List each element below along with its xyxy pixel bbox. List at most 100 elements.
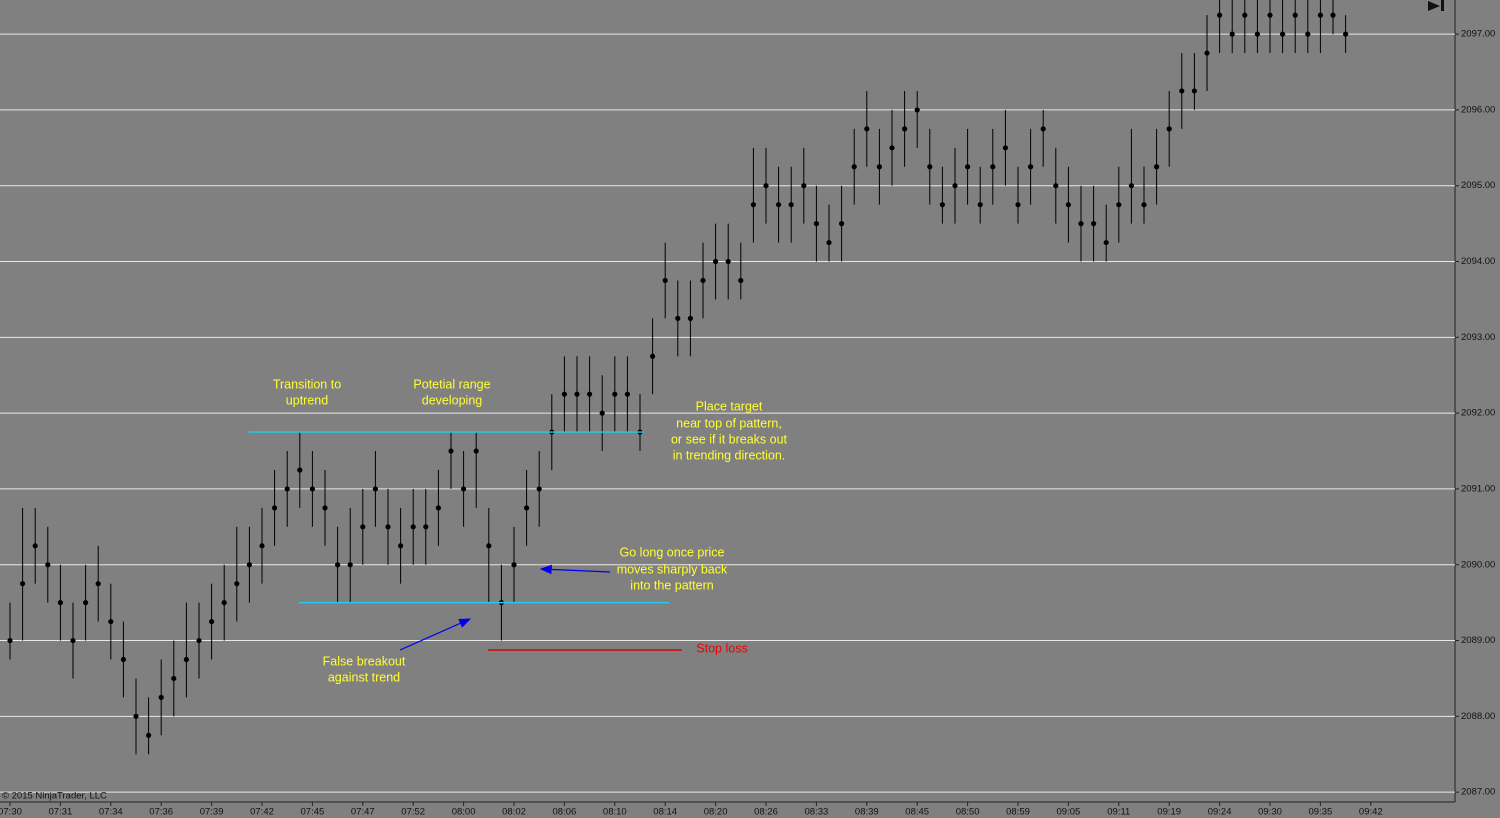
close-dot — [1204, 50, 1210, 56]
close-dot — [763, 183, 769, 189]
close-dot — [1128, 183, 1134, 189]
annotation-text: in trending direction. — [673, 448, 786, 462]
close-dot — [788, 202, 794, 208]
close-dot — [1116, 202, 1122, 208]
close-dot — [108, 618, 114, 625]
close-dot — [435, 505, 441, 511]
close-dot — [965, 164, 971, 170]
x-tick-label: 07:36 — [149, 807, 173, 818]
close-dot — [977, 202, 983, 208]
close-dot — [536, 486, 542, 492]
close-dot — [561, 391, 568, 397]
close-dot — [1317, 12, 1323, 18]
annotation-text: Stop loss — [696, 641, 747, 655]
close-dot — [1305, 31, 1311, 37]
close-dot — [183, 656, 189, 663]
x-tick-label: 07:34 — [99, 807, 123, 818]
x-tick-label: 09:19 — [1157, 807, 1181, 818]
close-dot — [83, 600, 89, 606]
close-dot — [1280, 31, 1286, 37]
play-icon[interactable] — [1428, 0, 1444, 11]
x-tick-label: 08:06 — [553, 807, 577, 818]
close-dot — [284, 486, 290, 492]
close-dot — [1015, 202, 1021, 208]
close-dot — [1091, 221, 1097, 227]
y-tick-label: 2095.00 — [1461, 180, 1495, 191]
close-dot — [95, 581, 101, 587]
close-dot — [196, 637, 202, 644]
x-tick-label: 08:59 — [1006, 807, 1030, 818]
x-tick-label: 08:10 — [603, 807, 627, 818]
close-dot — [587, 391, 593, 397]
annotation-text: moves sharply back — [617, 562, 728, 576]
x-tick-label: 07:31 — [49, 807, 73, 818]
close-dot — [410, 524, 416, 530]
close-dot — [423, 524, 429, 530]
close-dot — [889, 145, 895, 151]
close-dot — [813, 221, 820, 227]
close-dot — [171, 675, 177, 682]
close-dot — [158, 694, 164, 700]
close-dot — [1103, 239, 1109, 246]
close-dot — [120, 656, 126, 663]
close-dot — [234, 581, 240, 587]
close-dot — [461, 486, 467, 492]
close-dot — [1179, 88, 1185, 94]
close-dot — [738, 277, 744, 284]
close-dot — [1292, 12, 1298, 18]
x-tick-label: 08:33 — [805, 807, 829, 818]
close-dot — [1002, 145, 1009, 151]
x-tick-label: 07:30 — [0, 807, 22, 818]
close-dot — [851, 164, 857, 170]
arrow — [539, 564, 611, 575]
close-dot — [675, 315, 681, 321]
y-tick-label: 2096.00 — [1461, 104, 1495, 115]
close-dot — [1040, 126, 1046, 132]
x-tick-label: 07:45 — [301, 807, 325, 818]
close-dot — [133, 713, 139, 719]
annotation: Potetial range developing — [413, 377, 490, 407]
annotation-text: Go long once price — [620, 545, 725, 559]
close-dot — [1242, 12, 1248, 18]
x-tick-label: 09:30 — [1258, 807, 1282, 818]
close-dot — [864, 126, 870, 132]
annotation-text: or see if it breaks out — [671, 432, 788, 446]
close-dot — [1330, 12, 1336, 18]
close-dot — [927, 164, 933, 170]
close-dot — [7, 637, 13, 644]
close-dot — [1078, 221, 1084, 227]
y-tick-label: 2097.00 — [1461, 29, 1495, 40]
close-dot — [1065, 202, 1071, 208]
close-dot — [1343, 31, 1349, 37]
close-dot — [750, 202, 757, 208]
close-dot — [574, 391, 580, 397]
plot-area — [0, 0, 1455, 802]
close-dot — [826, 239, 832, 246]
close-dot — [20, 581, 26, 587]
close-dot — [221, 600, 227, 606]
close-dot — [1028, 164, 1034, 170]
close-dot — [297, 467, 303, 473]
x-tick-label: 08:00 — [452, 807, 476, 818]
x-tick-label: 09:42 — [1359, 807, 1383, 818]
x-tick-label: 07:52 — [401, 807, 425, 818]
close-dot — [650, 353, 656, 359]
close-dot — [612, 391, 618, 397]
x-tick-label: 07:39 — [200, 807, 224, 818]
close-dot — [713, 258, 719, 265]
close-dot — [1141, 202, 1147, 208]
close-dot — [952, 183, 958, 189]
close-dot — [801, 183, 807, 189]
close-dot — [360, 524, 366, 530]
y-tick-label: 2089.00 — [1461, 635, 1495, 646]
y-tick-label: 2091.00 — [1461, 483, 1495, 494]
close-dot — [259, 543, 265, 549]
close-dot — [1217, 12, 1223, 18]
y-tick-label: 2094.00 — [1461, 256, 1495, 267]
close-dot — [246, 562, 252, 568]
close-dot — [335, 562, 341, 568]
annotation-text: Place target — [696, 399, 763, 413]
annotation-text: False breakout — [323, 654, 406, 668]
annotation-text: near top of pattern, — [676, 416, 782, 430]
